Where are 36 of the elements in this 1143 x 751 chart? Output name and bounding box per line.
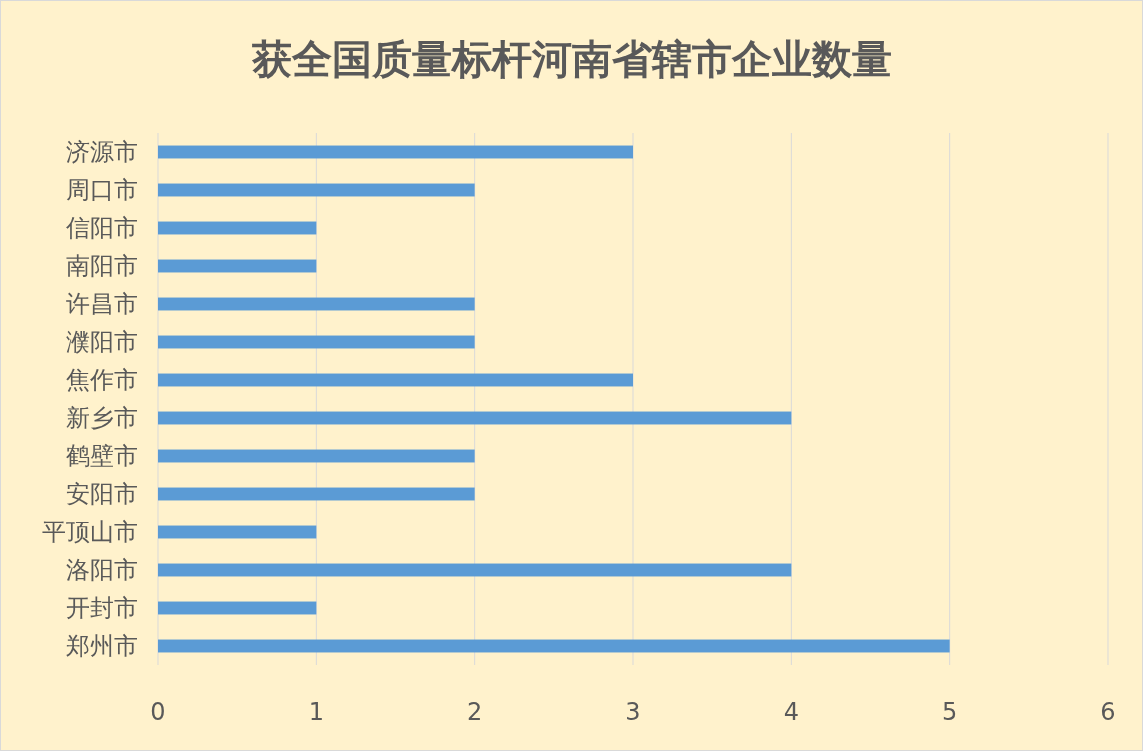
bar [158,525,317,539]
bar [158,259,317,273]
bar [158,639,950,653]
y-tick-label: 周口市 [66,176,138,204]
x-tick-label: 5 [942,698,958,726]
bar [158,145,633,159]
x-tick-label: 4 [783,698,799,726]
bar [158,487,475,501]
x-tick-label: 2 [467,698,483,726]
x-tick-label: 3 [625,698,641,726]
bar [158,373,633,387]
y-tick-label: 洛阳市 [66,556,138,584]
bar [158,335,475,349]
bar [158,297,475,311]
y-tick-label: 南阳市 [66,252,138,280]
y-tick-label: 信阳市 [66,214,138,242]
x-tick-label: 0 [150,698,166,726]
y-tick-label: 开封市 [66,594,138,622]
y-tick-label: 新乡市 [66,404,138,432]
y-tick-label: 安阳市 [66,480,138,508]
bar [158,411,792,425]
y-tick-label: 鹤壁市 [66,442,138,470]
y-tick-label: 郑州市 [66,632,138,660]
bar [158,183,475,197]
y-tick-label: 许昌市 [66,290,138,318]
y-tick-label: 平顶山市 [42,518,138,546]
x-tick-label: 6 [1100,698,1116,726]
y-tick-label: 焦作市 [66,366,138,394]
y-tick-label: 济源市 [66,138,138,166]
y-tick-label: 濮阳市 [66,328,138,356]
bar [158,563,792,577]
bar [158,601,317,615]
x-tick-label: 1 [308,698,324,726]
bar [158,221,317,235]
chart-title: 获全国质量标杆河南省辖市企业数量 [250,36,892,82]
bar [158,449,475,463]
